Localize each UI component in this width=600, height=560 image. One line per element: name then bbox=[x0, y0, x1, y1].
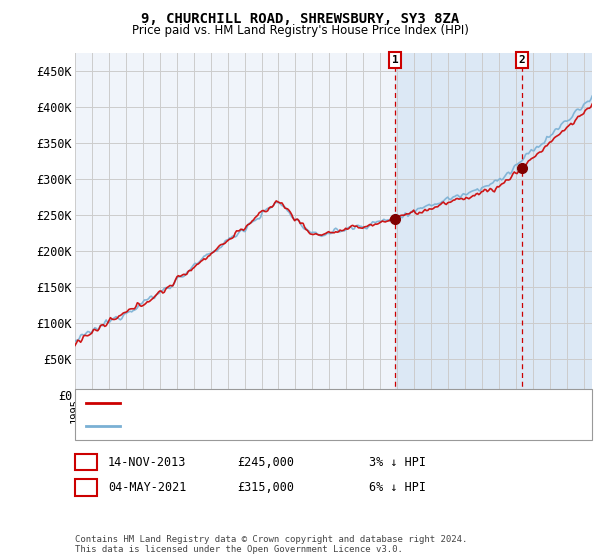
Text: 6% ↓ HPI: 6% ↓ HPI bbox=[369, 480, 426, 494]
Bar bbox=[395, 53, 592, 395]
Text: Price paid vs. HM Land Registry's House Price Index (HPI): Price paid vs. HM Land Registry's House … bbox=[131, 24, 469, 37]
Text: 2: 2 bbox=[518, 55, 525, 65]
Text: 9, CHURCHILL ROAD, SHREWSBURY, SY3 8ZA: 9, CHURCHILL ROAD, SHREWSBURY, SY3 8ZA bbox=[141, 12, 459, 26]
Text: 9, CHURCHILL ROAD, SHREWSBURY, SY3 8ZA (detached house): 9, CHURCHILL ROAD, SHREWSBURY, SY3 8ZA (… bbox=[126, 398, 470, 408]
Text: 04-MAY-2021: 04-MAY-2021 bbox=[108, 480, 187, 494]
Text: £315,000: £315,000 bbox=[237, 480, 294, 494]
Text: 14-NOV-2013: 14-NOV-2013 bbox=[108, 455, 187, 469]
Text: Contains HM Land Registry data © Crown copyright and database right 2024.
This d: Contains HM Land Registry data © Crown c… bbox=[75, 535, 467, 554]
Text: 1: 1 bbox=[82, 455, 89, 469]
Text: HPI: Average price, detached house, Shropshire: HPI: Average price, detached house, Shro… bbox=[126, 421, 413, 431]
Text: 2: 2 bbox=[82, 480, 89, 494]
Text: 3% ↓ HPI: 3% ↓ HPI bbox=[369, 455, 426, 469]
Text: 1: 1 bbox=[392, 55, 398, 65]
Text: £245,000: £245,000 bbox=[237, 455, 294, 469]
